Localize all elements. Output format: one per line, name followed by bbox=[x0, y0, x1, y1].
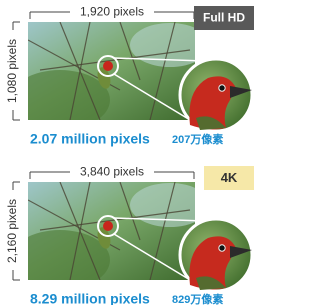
bird-head bbox=[103, 221, 113, 231]
caption-ja: 207万像素 bbox=[172, 132, 223, 146]
bird-head bbox=[103, 61, 113, 71]
height-label: 2,160 pixels bbox=[5, 199, 19, 263]
infographic: 1,920 pixels 1,080 pixels Full HD 2.07 mill… bbox=[0, 0, 254, 305]
zoom-eye bbox=[219, 85, 225, 91]
zoom-eye bbox=[219, 245, 225, 251]
height-label: 1,080 pixels bbox=[5, 39, 19, 103]
badge-label: Full HD bbox=[203, 11, 245, 25]
panel: 1,920 pixels 1,080 pixels Full HD 2.07 mill… bbox=[5, 5, 254, 147]
width-label: 1,920 pixels bbox=[80, 5, 144, 19]
foliage bbox=[10, 230, 110, 290]
caption-ja: 829万像素 bbox=[172, 292, 223, 305]
caption: 8.29 million pixels bbox=[30, 291, 150, 305]
foliage bbox=[10, 70, 110, 130]
panel: 3,840 pixels 2,160 pixels 4K 8.29 million p… bbox=[5, 165, 254, 305]
caption: 2.07 million pixels bbox=[30, 131, 150, 147]
badge-label: 4K bbox=[221, 170, 238, 185]
width-label: 3,840 pixels bbox=[80, 165, 144, 179]
